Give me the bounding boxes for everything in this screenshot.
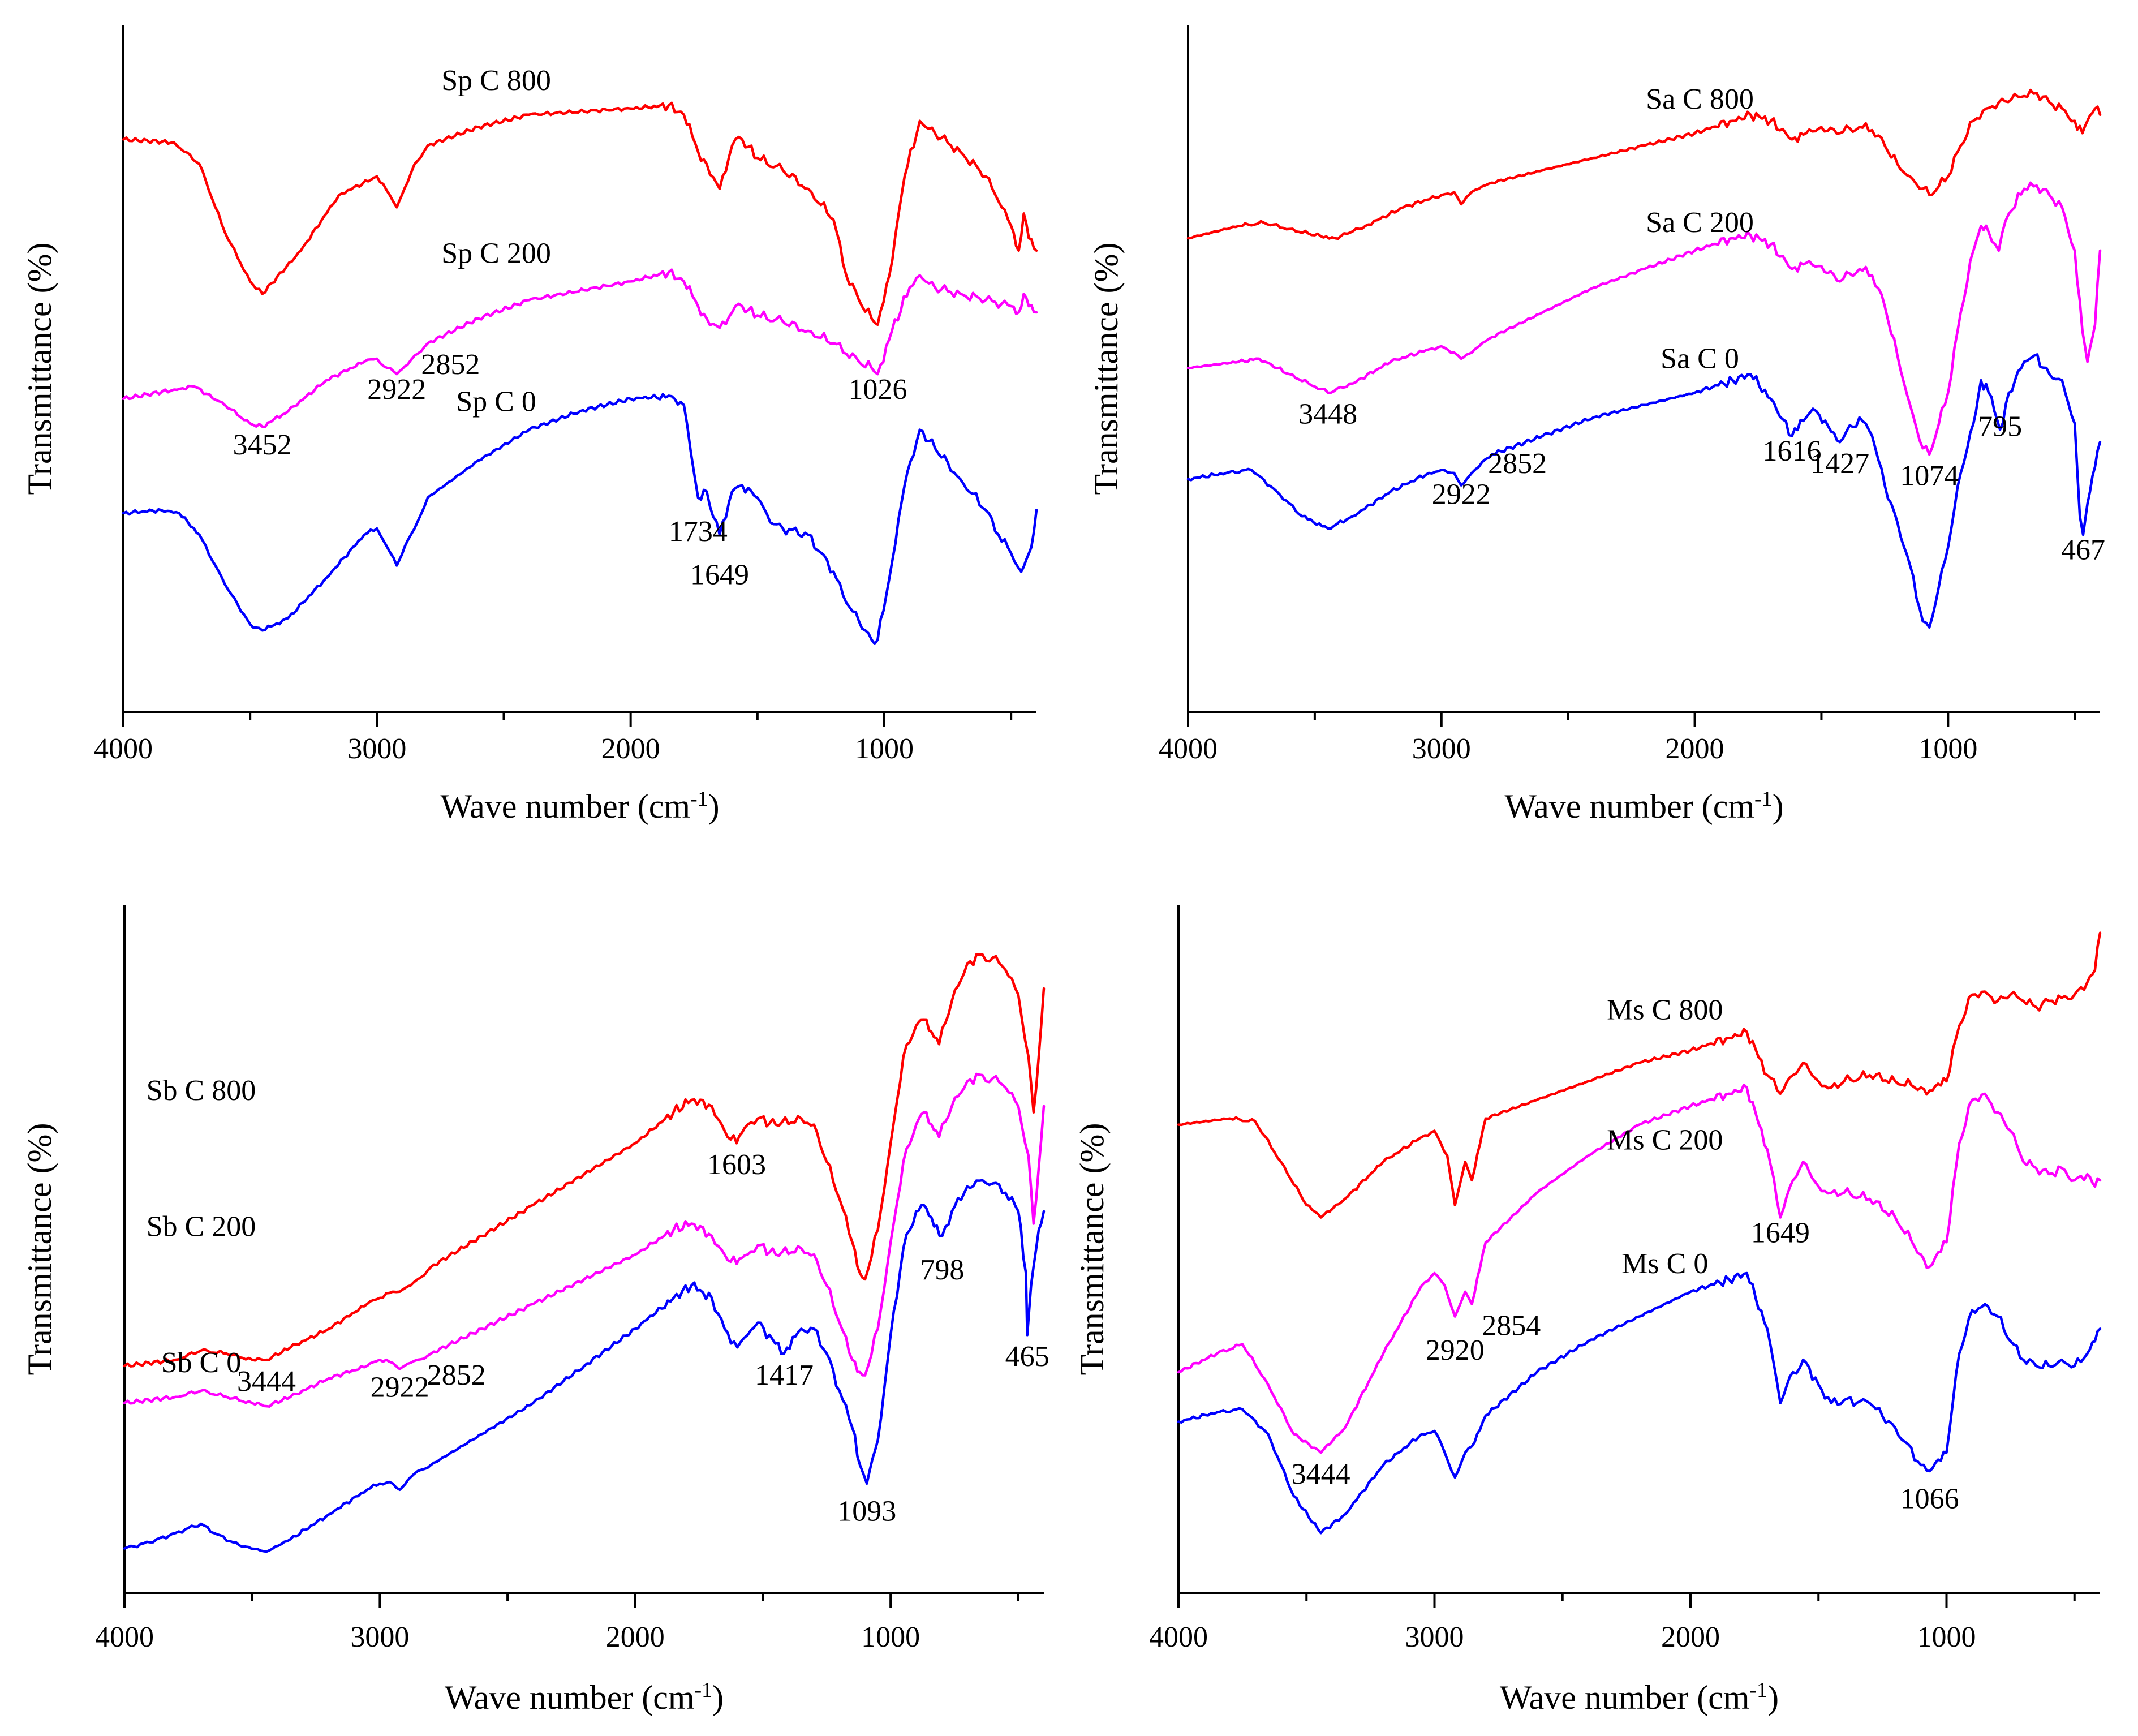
panel-bottom-right-x-tick-label-2000: 2000 — [1661, 1621, 1720, 1653]
panel-bottom-right-series-ms-c-800-label: Ms C 800 — [1607, 994, 1723, 1026]
panel-bottom-right-series-ms-c-200-line — [1177, 1083, 2102, 1454]
panel-bottom-left-peak-label-3444: 3444 — [237, 1365, 296, 1398]
panel-top-right-peak-label-1074: 1074 — [1900, 460, 1959, 492]
panel-top-left-y-axis-label: Transmittance (%) — [21, 242, 58, 495]
panel-bottom-left-y-axis-label: Transmittance (%) — [21, 1123, 58, 1375]
panel-bottom-left-peak-label-1603: 1603 — [707, 1149, 766, 1181]
panel-top-left-series-sp-c-200-line — [122, 268, 1038, 428]
panel-bottom-right-x-tick-label-4000: 4000 — [1149, 1621, 1208, 1653]
panel-top-right-series-sa-c-200-line — [1186, 181, 2102, 456]
panel-bottom-left-series-sb-c-0-line — [123, 1179, 1046, 1553]
panel-top-left: 4000 3000 2000 1000 Wave number (cm-1) Transm… — [21, 25, 1038, 825]
panel-bottom-right-y-axis-label: Transmittance (%) — [1073, 1123, 1111, 1375]
panel-top-right-peak-label-2852: 2852 — [1488, 448, 1547, 480]
panel-bottom-right-x-axis-label: Wave number (cm-1) — [1500, 1678, 1779, 1716]
panel-top-right-x-tick-label-1000: 1000 — [1918, 733, 1977, 765]
panel-bottom-left-series-sb-c-200-label: Sb C 200 — [147, 1210, 256, 1243]
panel-top-left-peak-label-3452: 3452 — [233, 429, 292, 461]
panel-top-right-peak-label-1427: 1427 — [1810, 448, 1869, 480]
panel-top-left-peak-label-2852: 2852 — [421, 349, 480, 381]
panel-bottom-left-x-tick-label-3000: 3000 — [350, 1621, 409, 1653]
panel-top-right-x-tick-label-2000: 2000 — [1666, 733, 1724, 765]
panel-bottom-left-peak-label-2922: 2922 — [371, 1372, 429, 1404]
panel-top-left-series-sp-c-800-line — [122, 101, 1038, 326]
panel-top-left-x-tick-label-2000: 2000 — [601, 733, 660, 765]
panel-bottom-right-peak-label-1066: 1066 — [1900, 1483, 1959, 1515]
panel-top-right-peak-label-2922: 2922 — [1432, 478, 1491, 510]
panel-top-left-x-tick-label-1000: 1000 — [855, 733, 914, 765]
panel-top-right-series-sa-c-800-line — [1186, 88, 2102, 240]
panel-top-left-peak-label-2922: 2922 — [367, 373, 426, 406]
panel-bottom-right-series-ms-c-0-label: Ms C 0 — [1621, 1248, 1708, 1280]
panel-bottom-right-peak-label-1649: 1649 — [1751, 1217, 1810, 1249]
panel-bottom-left-peak-label-465: 465 — [1005, 1340, 1049, 1373]
panel-bottom-left-series-sb-c-800-label: Sb C 800 — [147, 1075, 256, 1107]
panel-bottom-right-series-ms-c-0-line — [1177, 1271, 2102, 1535]
panel-bottom-left: 4000 3000 2000 1000 Wave number (cm-1) Transm… — [21, 905, 1049, 1716]
panel-bottom-right-series-ms-c-200-label: Ms C 200 — [1607, 1124, 1723, 1156]
panel-top-right-peak-label-1616: 1616 — [1763, 435, 1822, 467]
panel-top-right-series-sa-c-200-label: Sa C 200 — [1646, 207, 1754, 239]
panel-top-left-series-sp-c-0-label: Sp C 0 — [456, 386, 536, 418]
panel-top-right: 4000 3000 2000 1000 Wave number (cm-1) Transm… — [1087, 25, 2105, 825]
panel-top-right-x-tick-label-3000: 3000 — [1412, 733, 1471, 765]
panel-top-right-series-sa-c-0-line — [1186, 353, 2102, 629]
panel-top-left-peak-label-1734: 1734 — [669, 515, 728, 548]
panel-bottom-left-series-sb-c-200-line — [123, 1072, 1046, 1408]
panel-bottom-right-x-tick-label-3000: 3000 — [1405, 1621, 1464, 1653]
panel-bottom-left-series-sb-c-0-label: Sb C 0 — [161, 1347, 242, 1379]
panel-bottom-left-peak-label-1093: 1093 — [837, 1495, 896, 1527]
panel-top-right-series-sa-c-0-label: Sa C 0 — [1661, 342, 1739, 375]
panel-bottom-right-peak-label-3444: 3444 — [1292, 1458, 1350, 1490]
panel-top-left-x-axis-label: Wave number (cm-1) — [440, 787, 719, 825]
panel-top-left-series-sp-c-800-label: Sp C 800 — [441, 65, 551, 97]
panel-top-left-x-tick-label-4000: 4000 — [94, 733, 153, 765]
panel-top-right-peak-label-3448: 3448 — [1298, 398, 1357, 431]
panel-bottom-right-peak-label-2854: 2854 — [1482, 1309, 1541, 1342]
panel-bottom-left-x-tick-label-1000: 1000 — [861, 1621, 920, 1653]
panel-bottom-right-series-ms-c-800-line — [1177, 931, 2102, 1219]
panel-bottom-right: 4000 3000 2000 1000 Wave number (cm-1) Transm… — [1073, 905, 2102, 1716]
panel-top-left-peak-label-1026: 1026 — [848, 373, 907, 406]
panel-bottom-left-x-axis-label: Wave number (cm-1) — [445, 1678, 724, 1716]
panel-bottom-left-peak-label-2852: 2852 — [427, 1359, 486, 1391]
panel-bottom-left-peak-label-798: 798 — [920, 1254, 964, 1286]
panel-top-right-y-axis-label: Transmittance (%) — [1087, 242, 1125, 495]
panel-top-right-peak-label-467: 467 — [2061, 534, 2105, 566]
panel-bottom-left-x-tick-label-2000: 2000 — [606, 1621, 665, 1653]
panel-top-left-series-sp-c-200-label: Sp C 200 — [441, 238, 551, 270]
panel-bottom-right-x-tick-label-1000: 1000 — [1917, 1621, 1976, 1653]
panel-bottom-right-peak-label-2920: 2920 — [1426, 1334, 1485, 1367]
panel-top-right-peak-label-795: 795 — [1978, 410, 2022, 442]
panel-top-left-peak-label-1649: 1649 — [690, 558, 749, 591]
panel-top-left-x-tick-label-3000: 3000 — [347, 733, 406, 765]
panel-top-right-x-tick-label-4000: 4000 — [1159, 733, 1218, 765]
panel-top-left-series-sp-c-0-line — [122, 393, 1038, 646]
panel-bottom-left-x-tick-label-4000: 4000 — [95, 1621, 154, 1653]
panel-bottom-left-series-sb-c-800-line — [123, 953, 1046, 1368]
panel-bottom-left-peak-label-1417: 1417 — [755, 1359, 814, 1391]
panel-top-right-x-axis-label: Wave number (cm-1) — [1504, 787, 1783, 825]
panel-top-right-series-sa-c-800-label: Sa C 800 — [1646, 83, 1754, 115]
